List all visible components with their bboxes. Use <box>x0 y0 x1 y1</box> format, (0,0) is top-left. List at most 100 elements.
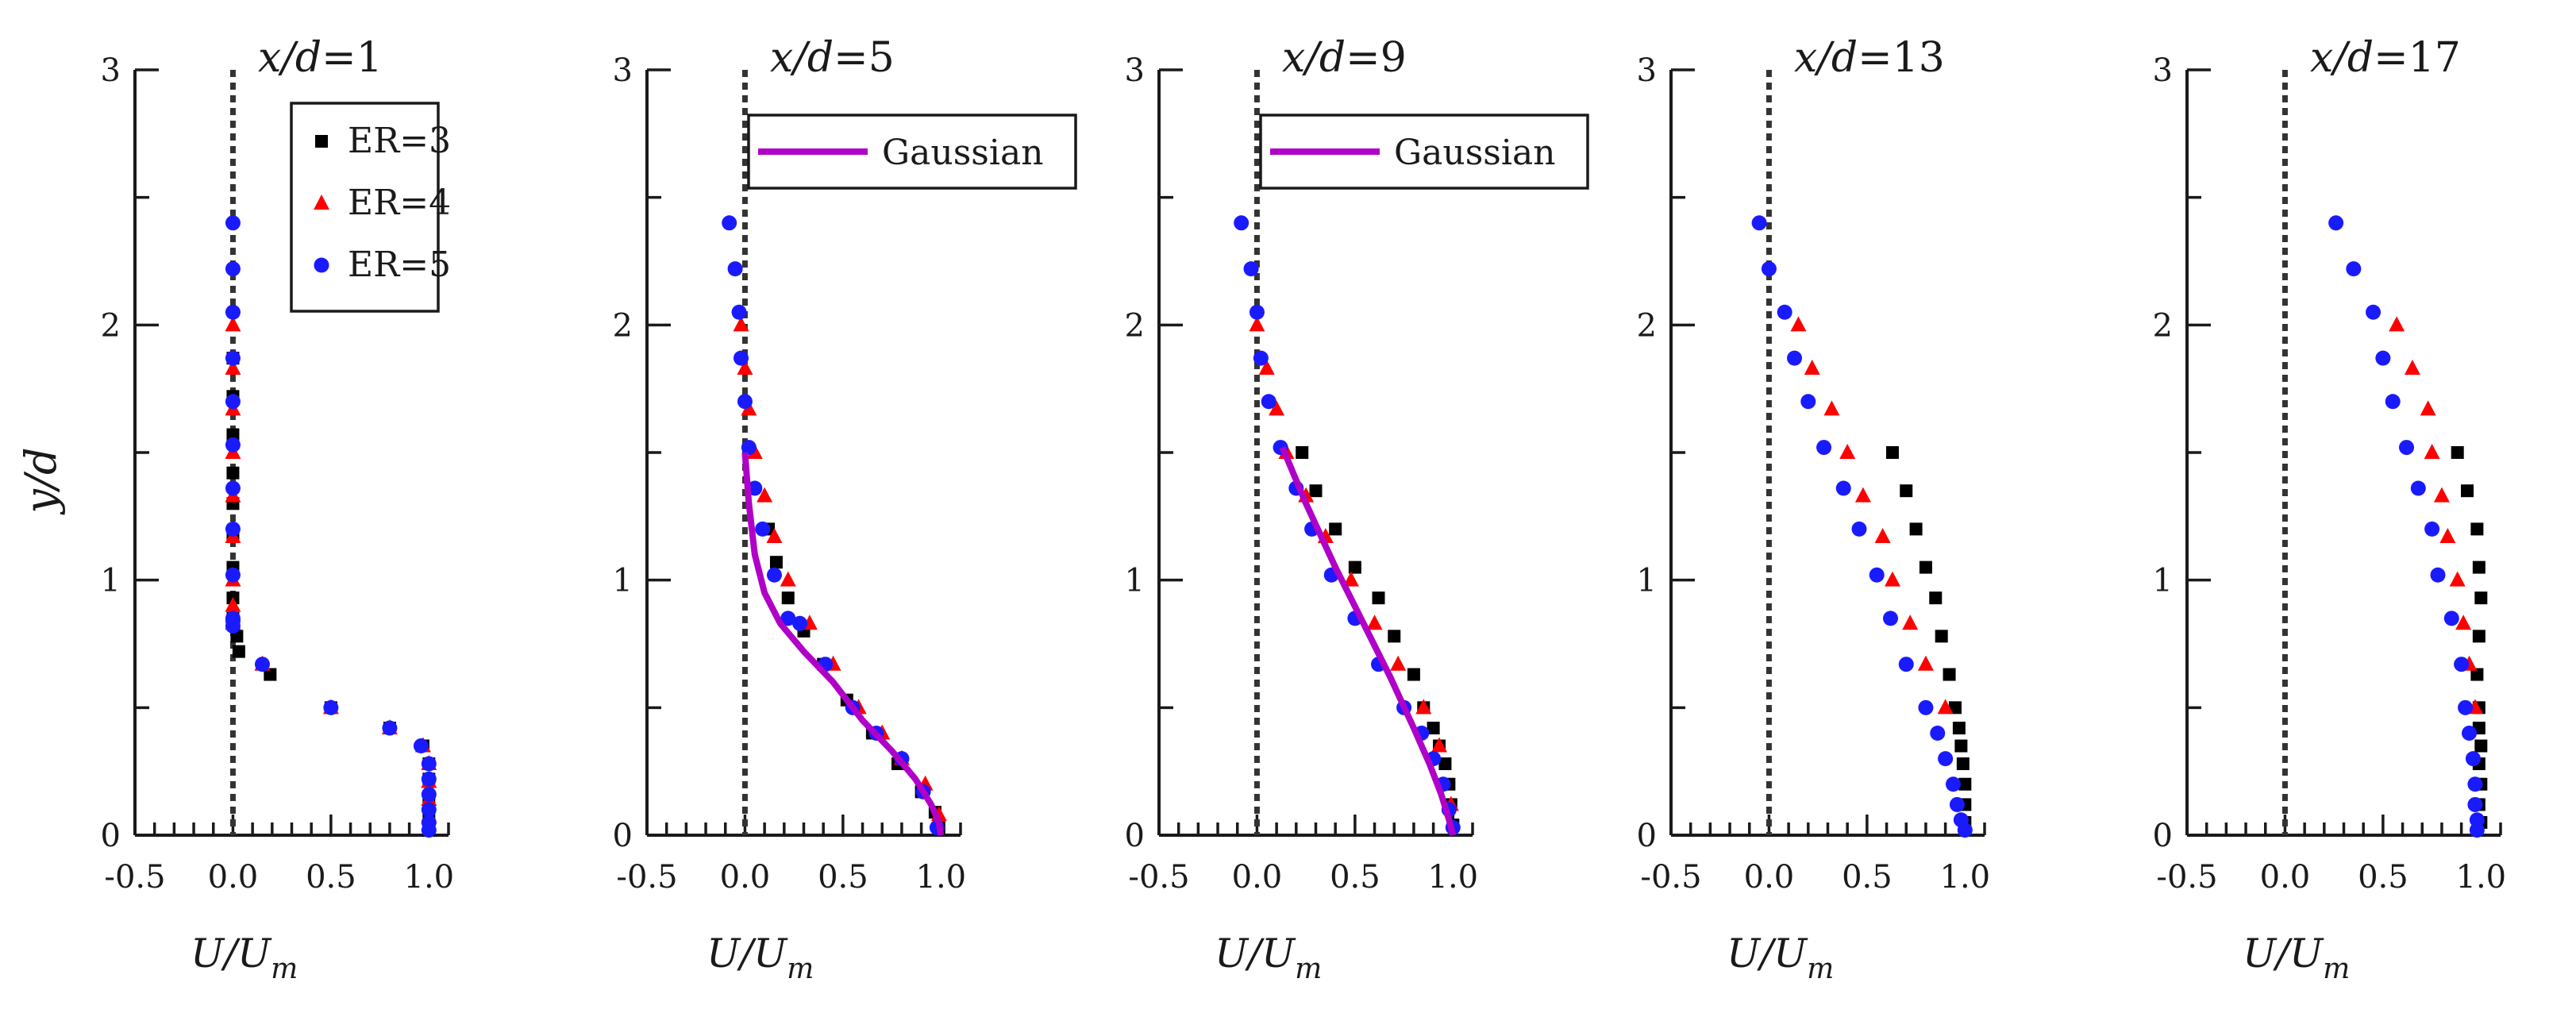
er5-point <box>1234 215 1249 231</box>
y-tick-label: 1 <box>1125 563 1145 599</box>
er5-point <box>225 521 241 537</box>
er3-point <box>2451 446 2464 459</box>
panel-title: x/d=5 <box>770 34 895 82</box>
er4-point <box>1854 487 1871 503</box>
y-tick-label: 3 <box>613 52 633 89</box>
y-tick-label: 0 <box>2153 818 2173 854</box>
er3-point <box>1919 561 1932 574</box>
er3-point <box>1909 522 1923 536</box>
er3-point <box>1948 701 1962 715</box>
er5-point <box>254 657 270 672</box>
er3-point <box>1407 668 1420 681</box>
x-axis-label: U/Um <box>191 930 298 985</box>
x-tick-label: 0.0 <box>1744 859 1795 896</box>
y-tick-label: 2 <box>2153 307 2173 344</box>
er3-point <box>2470 668 2484 681</box>
er4-point <box>1790 316 1807 332</box>
panel-title-variable: x/d <box>1794 34 1858 82</box>
er3-point <box>2472 561 2486 574</box>
er4-point <box>1937 699 1954 715</box>
er4-point <box>1390 655 1407 671</box>
x-tick-label: -0.5 <box>1128 859 1189 896</box>
gaussian-fit-line <box>741 452 945 836</box>
er4-point <box>225 596 241 612</box>
er3-point <box>2472 630 2486 643</box>
x-tick-label: 0.5 <box>1330 859 1380 896</box>
er3-point <box>1935 630 1948 643</box>
panel-title-value: =13 <box>1858 34 1945 82</box>
x-tick-label: 1.0 <box>1428 859 1479 896</box>
er5-point <box>1243 261 1259 277</box>
x-tick-label: 0.5 <box>1842 859 1893 896</box>
er5-point <box>1800 394 1816 410</box>
x-axis-label: U/Um <box>2243 930 2350 985</box>
panel-5: 0 1 2 3 -0.5 0.0 0.5 1.0 U/Um x/d=17 <box>2153 34 2507 985</box>
er4-point <box>2424 444 2440 459</box>
x-axis-label-subscript: m <box>1807 953 1834 985</box>
er5-point <box>727 261 743 277</box>
er3-point <box>1956 757 1970 771</box>
y-tick-label: 3 <box>101 52 121 89</box>
legend-marker-er4 <box>314 195 329 210</box>
y-tick-label: 2 <box>1125 307 1145 344</box>
legend-label-gaussian: Gaussian <box>882 133 1044 173</box>
er5-point <box>1816 440 1832 456</box>
er3-point <box>226 466 240 480</box>
panel-title-variable: x/d <box>258 34 322 82</box>
er5-point <box>2366 304 2382 320</box>
er5-point <box>2385 394 2401 410</box>
er3-point <box>1929 591 1943 605</box>
er5-point <box>1851 521 1867 537</box>
x-tick-label: 0.0 <box>208 859 259 896</box>
panel-title-variable: x/d <box>770 34 834 82</box>
y-tick-label: 0 <box>613 818 633 854</box>
panel-4: 0 1 2 3 -0.5 0.0 0.5 1.0 U/Um x/d=13 <box>1637 34 1991 985</box>
er5-point <box>1938 751 1954 767</box>
panel-title-variable: x/d <box>1282 34 1346 82</box>
er3-point <box>1900 484 1913 498</box>
er5-point <box>2346 261 2362 277</box>
y-tick-label: 0 <box>1637 818 1657 854</box>
er4-point <box>1804 359 1820 375</box>
er5-point <box>421 802 437 818</box>
er5-point <box>225 394 241 410</box>
er5-point <box>1957 822 1973 838</box>
er3-point <box>1958 777 1972 791</box>
er5-point <box>741 440 757 456</box>
er5-point <box>382 720 398 736</box>
y-tick-label: 1 <box>2153 563 2173 599</box>
panel-title-value: =9 <box>1346 34 1407 82</box>
er3-point <box>1309 484 1323 498</box>
x-axis-label-main: U/U <box>2243 930 2324 977</box>
er5-point <box>1898 657 1914 672</box>
er5-point <box>2469 822 2485 838</box>
legend-label-er5: ER=5 <box>348 245 451 285</box>
x-tick-label: 0.5 <box>818 859 868 896</box>
er4-point <box>2439 528 2456 544</box>
gaussian-fit-line <box>1279 446 1457 836</box>
x-tick-label: 1.0 <box>1940 859 1991 896</box>
er5-point <box>2458 699 2474 715</box>
er3-point <box>226 428 240 441</box>
er5-point <box>1835 480 1851 496</box>
y-tick-label: 3 <box>2153 52 2173 89</box>
er5-point <box>2424 521 2440 537</box>
legend-marker-er5 <box>314 257 329 273</box>
x-axis-label-subscript: m <box>787 953 814 985</box>
er3-point <box>232 645 245 658</box>
legend-label-er3: ER=3 <box>348 121 451 161</box>
er4-point <box>741 400 757 416</box>
er4-point <box>2455 614 2472 630</box>
er4-point <box>1917 655 1934 671</box>
er4-point <box>1823 400 1840 416</box>
er4-point <box>2433 487 2450 503</box>
y-tick-label: 0 <box>1125 818 1145 854</box>
er3-point <box>2474 591 2488 605</box>
er5-point <box>2410 480 2426 496</box>
er3-point <box>1943 668 1956 681</box>
er5-point <box>1761 261 1777 277</box>
er5-point <box>722 215 737 231</box>
panel-3: 0 1 2 3 -0.5 0.0 0.5 1.0 U/Um x/d=9 Gaussian <box>1125 34 1589 985</box>
legend-marker-er3 <box>315 135 328 148</box>
